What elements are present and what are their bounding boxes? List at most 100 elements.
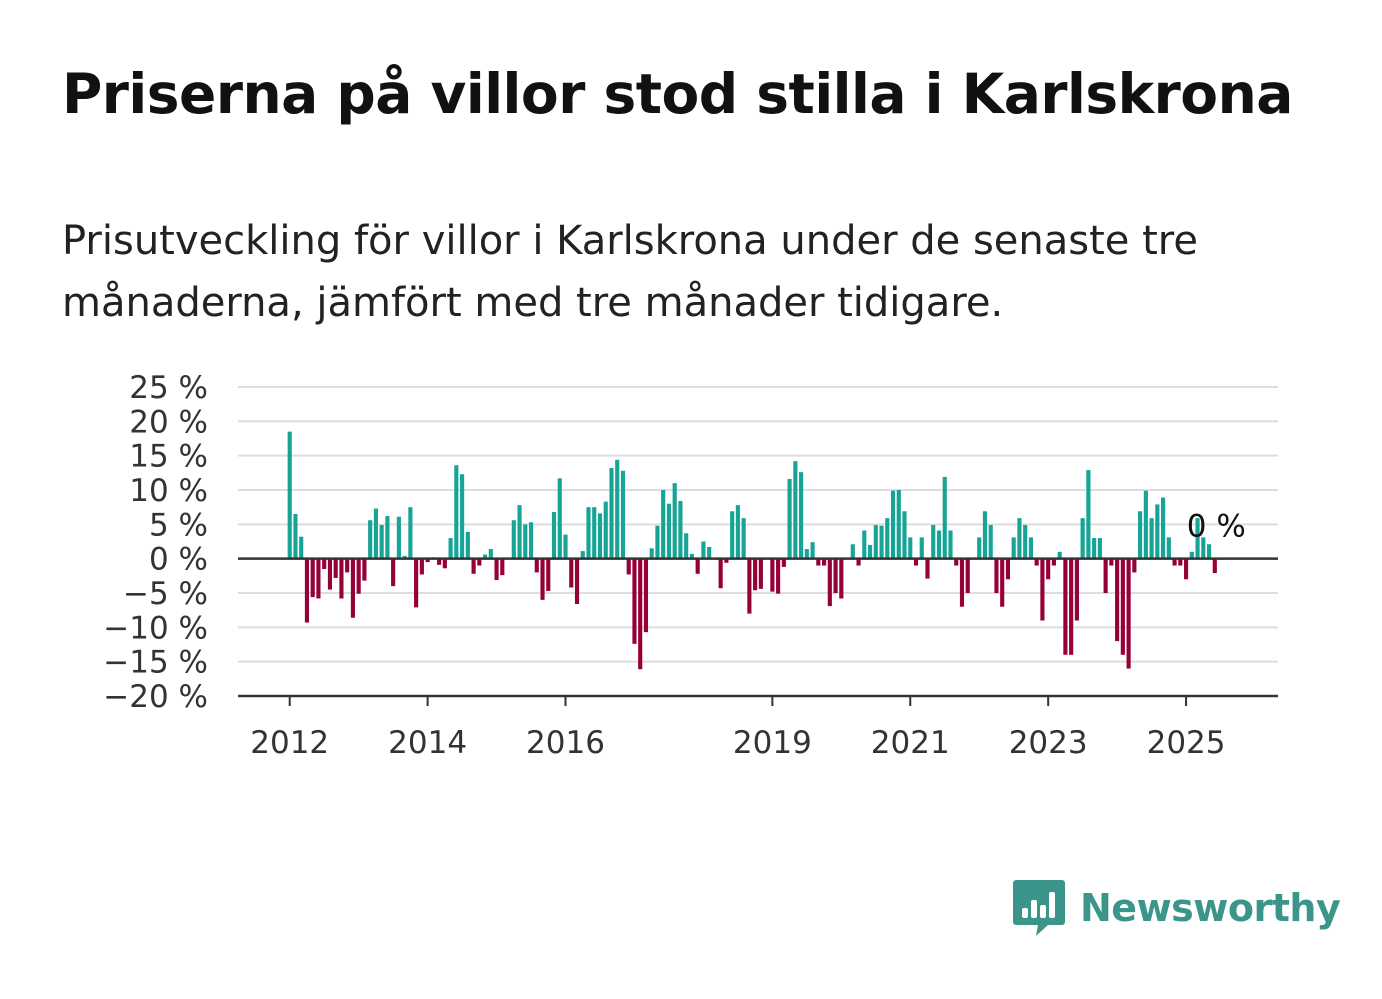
bar [626,558,631,575]
bar [483,554,488,559]
bar [546,558,551,591]
bar [827,558,832,607]
bar [425,558,430,563]
bar [1166,537,1171,559]
bar [379,525,384,559]
bar [454,465,459,559]
bar [362,558,367,581]
bar [333,558,338,578]
bar [299,536,304,559]
bar [1155,504,1160,559]
y-tick-label: 15 % [129,439,208,475]
bar [615,459,620,559]
bar [437,558,442,565]
bar [517,505,522,559]
bar [948,530,953,559]
bar [414,558,419,608]
bar [661,490,666,559]
bar [649,548,654,559]
bar [643,558,649,633]
bar [701,541,706,559]
bar [902,511,907,559]
bar [586,507,591,559]
bar [1172,558,1177,566]
bar [816,558,821,566]
bar [557,478,562,559]
bar [1046,558,1051,580]
bar [442,558,447,569]
bar [368,520,373,559]
bar [684,533,689,559]
bar [1206,544,1212,559]
bar [373,508,378,559]
bar [873,525,878,559]
y-tick-label: 20 % [129,404,208,440]
bar [350,558,355,618]
bar [540,558,545,600]
bar [597,513,603,559]
chart-title: Priserna på villor stod stilla i Karlskr… [62,62,1293,126]
bar [1080,518,1085,559]
bar [322,558,327,569]
bar [448,538,453,559]
bar [1189,551,1194,559]
bar [1138,511,1143,559]
bar [781,558,786,567]
bar [747,558,752,614]
x-tick-label: 2025 [1147,725,1226,761]
bar [1057,551,1062,559]
bar [563,534,568,559]
bar [936,530,942,559]
bar [804,549,809,559]
bar [1184,558,1189,580]
y-tick-label: −20 % [103,679,208,715]
bar [982,511,988,559]
bar [718,558,723,589]
last-value-label: 0 % [1187,509,1246,545]
bar-chart: 25 %20 %15 %10 %5 %0 %−5 %−10 %−15 %−20 … [103,370,1278,761]
bar [822,558,827,566]
bar [666,503,672,559]
bar [580,551,585,559]
bar [494,558,499,580]
bar [1161,497,1166,559]
bar [862,530,867,559]
x-tick-label: 2012 [250,725,329,761]
y-tick-label: −10 % [103,610,208,646]
bar [856,558,861,566]
bar [833,558,838,593]
bar [345,558,350,573]
bar [1051,558,1056,566]
bar [850,544,855,559]
bar [385,516,390,559]
y-axis-tick-labels: 25 %20 %15 %10 %5 %0 %−5 %−10 %−15 %−20 … [103,370,208,715]
bar [316,558,321,599]
bar [799,472,804,559]
bar [1017,518,1022,559]
bar [287,431,292,559]
bars [287,431,1217,670]
bar [1023,525,1028,559]
bar [770,558,775,592]
bar [1143,490,1148,559]
bar [793,461,798,559]
bar [551,511,557,559]
bar [391,558,396,587]
bar [465,531,470,559]
bar [1000,558,1005,607]
bar [758,558,763,589]
bar [678,500,683,559]
bar [735,505,740,559]
bar [994,558,999,593]
bar [1005,558,1011,580]
y-tick-label: −15 % [103,645,208,681]
bar [965,558,970,593]
bar [632,558,637,644]
bar [1126,558,1131,669]
bar [402,555,407,559]
bar [925,558,930,579]
bar [620,470,626,559]
bar [477,558,482,566]
x-tick-label: 2021 [871,725,950,761]
bar [839,558,844,599]
